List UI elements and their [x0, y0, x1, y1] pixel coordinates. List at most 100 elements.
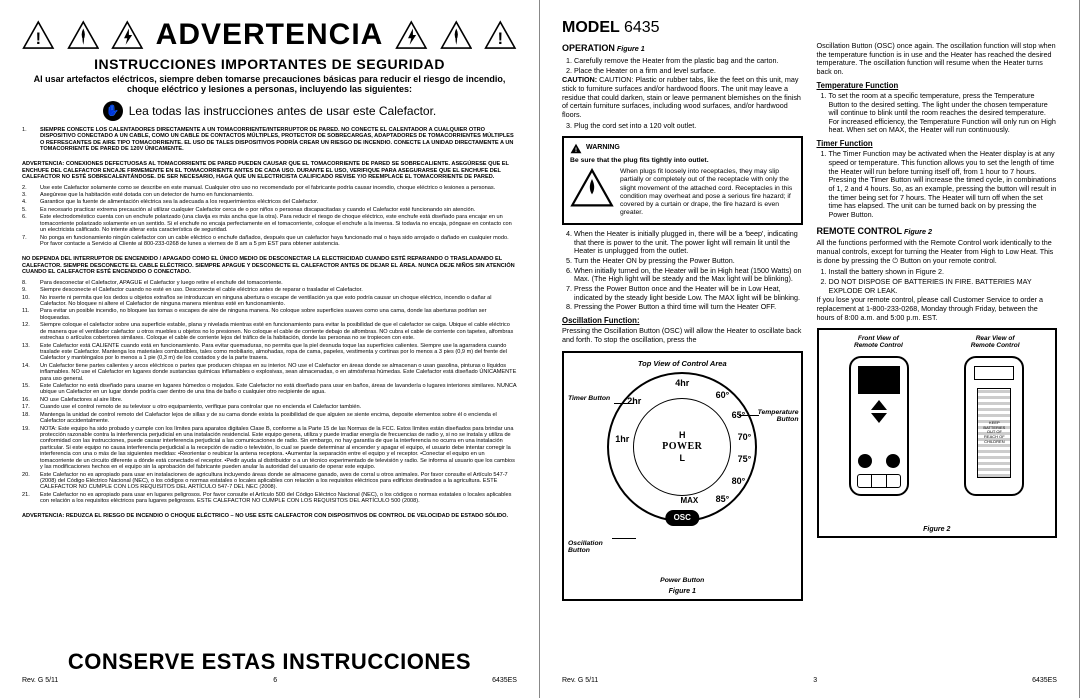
warnbox-lead: Be sure that the plug fits tightly into … — [570, 157, 795, 165]
temp-button-label: Temperature Button — [758, 409, 799, 423]
remote-front-head: Front View of Remote Control — [825, 336, 933, 350]
right-col-right: Oscillation Button (OSC) once again. The… — [817, 18, 1058, 675]
caution-text: CAUTION: CAUTION: Plastic or rubber tabs… — [562, 76, 803, 119]
arrow-up-icon — [871, 400, 887, 410]
remote-diagram: Front View of Remote Control Rear View o… — [817, 328, 1058, 538]
warnbox-body: When plugs fit loosely into receptacles,… — [620, 168, 795, 217]
advert-block: ADVERTENCIA: CONEXIONES DEFECTUOSAS AL T… — [22, 161, 517, 180]
timer-func-head: Timer Function — [817, 139, 1058, 148]
temp-func-body: To set the room at a specific temperatur… — [829, 92, 1058, 135]
read-text: Lea todas las instrucciones antes de usa… — [129, 104, 437, 118]
power-button-label: Power Button — [660, 577, 704, 584]
remote-btn-icon — [886, 454, 900, 468]
list-item: Garantice que la fuente de alimentación … — [22, 199, 517, 205]
temp-func-head: Temperature Function — [817, 81, 1058, 90]
op-steps-b: Plug the cord set into a 120 volt outlet… — [562, 122, 803, 131]
remote-lost: If you lose your remote control, please … — [817, 296, 1058, 322]
control-dial: H POWER L 4hr 2hr 1hr 60° 65° 70° 75° 80… — [607, 372, 757, 522]
osc-func-head: Oscillation Function: — [562, 316, 803, 325]
timer-func-body: The Timer Function may be activated when… — [829, 150, 1058, 219]
list-item: When the Heater is initially plugged in,… — [574, 230, 803, 256]
osc-func-body: Pressing the Oscillation Button (OSC) wi… — [562, 327, 803, 344]
list-item: No ponga en funcionamiento ningún calefa… — [22, 235, 517, 248]
page-number: 6 — [273, 677, 277, 684]
warning-word: ADVERTENCIA — [156, 18, 384, 52]
list-item: Press the Power Button once and the Heat… — [574, 285, 803, 302]
remote-body: All the functions performed with the Rem… — [817, 239, 1058, 265]
control-diagram: Top View of Control Area H POWER L 4hr 2… — [562, 351, 803, 601]
list-item: Siempre coloque el calefactor sobre una … — [22, 322, 517, 341]
list-item: Para desconectar el Calefactor, APAGUE e… — [22, 280, 517, 286]
read-instructions-line: Lea todas las instrucciones antes de usa… — [22, 101, 517, 121]
fire-triangle-icon — [570, 168, 614, 208]
mid-bold-block: NO DEPENDA DEL INTERRUPTOR DE ENCENDIDO … — [22, 256, 517, 275]
op-steps-c: When the Heater is initially plugged in,… — [562, 230, 803, 312]
svg-text:!: ! — [36, 30, 41, 48]
list-item: Este Calefactor no es apropiado para usa… — [22, 472, 517, 491]
operation-heading: OPERATION — [562, 43, 615, 53]
arrow-down-icon — [871, 413, 887, 423]
sku-label: 6435ES — [492, 677, 517, 684]
list-item: Siempre desconecte el Calefactor cuando … — [22, 287, 517, 293]
page-right: MODEL 6435 OPERATION Figure 1 Carefully … — [540, 0, 1080, 698]
shock-triangle-icon — [111, 20, 144, 50]
remote-steps: Install the battery shown in Figure 2. D… — [817, 268, 1058, 295]
right-col-left: MODEL 6435 OPERATION Figure 1 Carefully … — [562, 18, 803, 675]
osc-cont: Oscillation Button (OSC) once again. The… — [817, 42, 1058, 77]
remote-rear-graphic: KEEP BATTERIES OUT OF REACH OF CHILDREN — [964, 356, 1024, 496]
remote-front-graphic — [849, 356, 909, 496]
svg-text:!: ! — [498, 30, 503, 48]
op-steps-a: Carefully remove the Heater from the pla… — [562, 57, 803, 75]
list-item: Asegúrese que la habitación esté dotada … — [22, 192, 517, 198]
battery-warning-label: KEEP BATTERIES OUT OF REACH OF CHILDREN — [977, 388, 1011, 478]
warning-triangle-icon: ! — [22, 20, 55, 50]
osc-button-graphic: OSC — [666, 510, 699, 526]
list-item: DO NOT DISPOSE OF BATTERIES IN FIRE. BAT… — [829, 278, 1058, 295]
list-item: Es necesario practicar extrema precaució… — [22, 207, 517, 213]
page-footer: Rev. G 5/11 6 6435ES — [22, 677, 517, 684]
warning-triangle-icon: ! — [484, 20, 517, 50]
safety-list-b: Para desconectar el Calefactor, APAGUE e… — [22, 280, 517, 506]
safety-list-a: SIEMPRE CONECTE LOS CALENTADORES DIRECTA… — [22, 127, 517, 154]
list-item: Este Calefactor está CALIENTE cuando est… — [22, 343, 517, 362]
list-item: Use este Calefactor solamente como se de… — [22, 185, 517, 191]
rev-label: Rev. G 5/11 — [562, 677, 598, 684]
warning-banner: ! ADVERTENCIA ! — [22, 18, 517, 52]
control-title: Top View of Control Area — [568, 359, 797, 368]
list-item: Mantenga la unidad de control remoto del… — [22, 412, 517, 425]
list-item: Turn the Heater ON by pressing the Power… — [574, 257, 803, 266]
safety-subheading: Al usar artefactos eléctricos, siempre d… — [22, 74, 517, 95]
fire-triangle-icon — [67, 20, 100, 50]
dial-center: H POWER L — [633, 398, 731, 496]
remote-btn-icon — [858, 454, 872, 468]
model-heading: MODEL 6435 — [562, 18, 803, 37]
remote-rear-head: Rear View of Remote Control — [941, 336, 1049, 350]
list-item: Este Calefactor no está diseñado para us… — [22, 383, 517, 396]
list-item: Place the Heater on a firm and level sur… — [574, 67, 803, 76]
sku-label: 6435ES — [1032, 677, 1057, 684]
list-item: Plug the cord set into a 120 volt outlet… — [574, 122, 803, 131]
page-left: ! ADVERTENCIA ! INSTRUCCIONES IMPORTANTE… — [0, 0, 540, 698]
conserve-heading: CONSERVE ESTAS INSTRUCCIONES — [22, 649, 517, 675]
list-item: SIEMPRE CONECTE LOS CALENTADORES DIRECTA… — [22, 127, 517, 153]
page-footer: Rev. G 5/11 3 6435ES — [562, 677, 1057, 684]
timer-button-label: Timer Button — [568, 395, 610, 402]
figure-2-caption: Figure 2 — [825, 526, 1050, 534]
fire-triangle-icon — [440, 20, 473, 50]
list-item: Pressing the Power Button a third time w… — [574, 303, 803, 312]
safety-list-a2: Use este Calefactor solamente como se de… — [22, 185, 517, 249]
list-item: Install the battery shown in Figure 2. — [829, 268, 1058, 277]
warning-box: ! WARNING Be sure that the plug fits tig… — [562, 136, 803, 225]
safety-heading: INSTRUCCIONES IMPORTANTES DE SEGURIDAD — [22, 56, 517, 72]
read-icon — [103, 101, 123, 121]
list-item: No inserte ni permita que los dedos u ob… — [22, 295, 517, 308]
list-item: Carefully remove the Heater from the pla… — [574, 57, 803, 66]
shock-triangle-icon — [395, 20, 428, 50]
footer-advert: ADVERTENCIA: REDUZCA EL RIESGO DE INCEND… — [22, 513, 517, 519]
list-item: Para evitar un posible incendio, no bloq… — [22, 308, 517, 321]
page-number: 3 — [813, 677, 817, 684]
svg-text:!: ! — [575, 148, 577, 154]
figure-1-caption: Figure 1 — [669, 588, 696, 596]
rev-label: Rev. G 5/11 — [22, 677, 58, 684]
list-item: NOTA: Este equipo ha sido probado y cump… — [22, 426, 517, 471]
